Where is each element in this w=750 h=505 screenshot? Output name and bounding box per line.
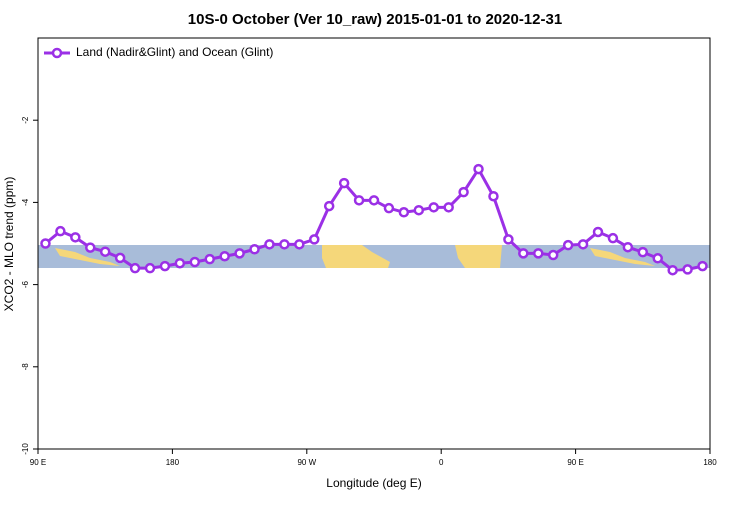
data-point <box>70 232 81 243</box>
y-tick-label: -2 <box>21 116 30 124</box>
data-point <box>488 190 499 202</box>
data-point <box>518 248 529 259</box>
chart-title: 10S-0 October (Ver 10_raw) 2015-01-01 to… <box>188 11 562 28</box>
data-point <box>219 250 230 262</box>
data-point <box>129 262 141 274</box>
data-point <box>473 163 484 175</box>
data-point <box>174 257 186 269</box>
data-point <box>144 262 156 274</box>
data-point <box>607 232 619 244</box>
y-tick-label: -10 <box>21 443 30 455</box>
data-point <box>338 177 350 189</box>
x-tick-label: 90 E <box>30 458 46 467</box>
data-point <box>55 225 66 237</box>
data-point <box>428 202 439 213</box>
data-point <box>458 186 469 198</box>
data-point <box>189 256 201 268</box>
data-point <box>667 264 678 276</box>
x-tick-label: 180 <box>166 458 180 467</box>
data-point <box>503 234 514 245</box>
data-point <box>592 226 604 238</box>
data-point <box>652 253 663 264</box>
data-point <box>622 241 634 253</box>
data-point <box>249 244 260 255</box>
data-point <box>323 200 335 212</box>
data-point <box>533 248 544 259</box>
y-axis-label: XCO2 - MLO trend (ppm) <box>2 177 16 312</box>
data-point <box>383 202 395 214</box>
data-point <box>264 239 275 250</box>
data-point <box>637 246 649 258</box>
y-tick-label: -4 <box>21 198 30 206</box>
y-tick-label: -6 <box>21 280 30 288</box>
legend-label: Land (Nadir&Glint) and Ocean (Glint) <box>76 45 273 59</box>
data-point <box>398 207 410 218</box>
x-axis-label: Longitude (deg E) <box>326 476 421 490</box>
data-point <box>234 248 245 259</box>
data-point <box>204 253 215 265</box>
data-point <box>159 260 171 272</box>
data-point <box>443 202 454 213</box>
data-point <box>368 195 380 206</box>
x-tick-label: 90 W <box>297 458 316 467</box>
data-point <box>577 239 589 250</box>
data-point <box>309 234 320 245</box>
data-point <box>353 195 365 206</box>
data-point <box>279 239 290 250</box>
data-point <box>294 239 305 250</box>
x-tick-label: 180 <box>703 458 717 467</box>
data-point <box>413 204 425 216</box>
data-point <box>682 264 693 275</box>
plot-frame <box>37 37 711 450</box>
y-tick-label: -8 <box>21 363 30 371</box>
x-tick-label: 90 E <box>567 458 583 467</box>
data-point <box>99 246 111 257</box>
data-point <box>114 252 126 264</box>
data-point <box>562 239 574 251</box>
data-point <box>697 260 708 272</box>
data-point <box>547 249 559 261</box>
legend-marker <box>51 47 63 59</box>
data-point <box>40 238 51 249</box>
data-point <box>85 242 96 253</box>
x-tick-label: 0 <box>439 458 444 467</box>
